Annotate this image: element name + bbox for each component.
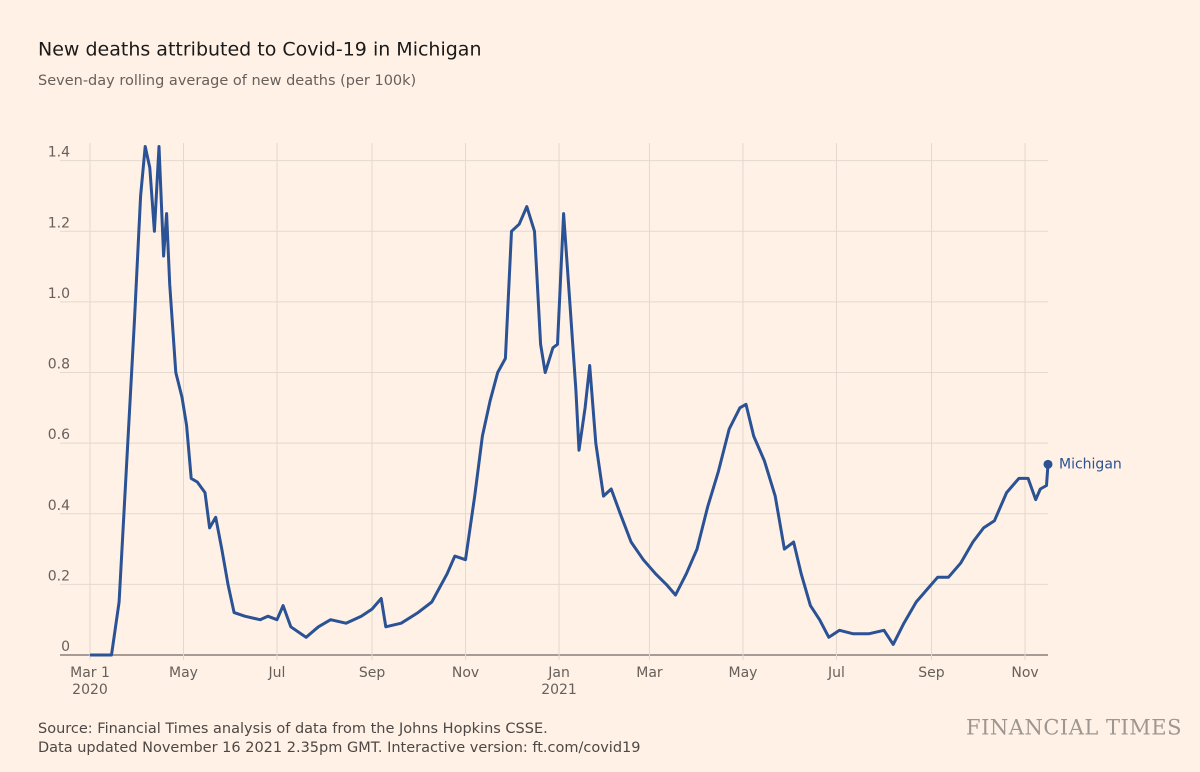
x-tick-label: May — [728, 665, 757, 681]
y-tick-label: 0.8 — [48, 357, 70, 373]
x-tick-label: Sep — [359, 665, 386, 681]
x-tick-label: Jan — [547, 665, 570, 681]
y-tick-label: 0.2 — [48, 568, 70, 584]
x-year-label: 2020 — [72, 682, 108, 698]
x-tick-label: Jul — [268, 665, 286, 681]
y-tick-label: 1.2 — [48, 215, 70, 231]
y-tick-label: 0.4 — [48, 498, 70, 514]
x-tick-label: Jul — [827, 665, 845, 681]
series-label: Michigan — [1059, 456, 1122, 472]
chart-subtitle: Seven-day rolling average of new deaths … — [38, 73, 416, 89]
y-tick-label: 0.6 — [48, 427, 70, 443]
logo: FINANCIAL TIMES — [966, 716, 1182, 740]
x-tick-label: Nov — [1011, 665, 1038, 681]
end-point — [1043, 459, 1053, 469]
x-tick-label: May — [169, 665, 198, 681]
source-note: Source: Financial Times analysis of data… — [38, 721, 548, 737]
x-tick-label: Nov — [452, 665, 479, 681]
update-note: Data updated November 16 2021 2.35pm GMT… — [38, 740, 641, 756]
chart-title: New deaths attributed to Covid-19 in Mic… — [38, 39, 482, 61]
y-tick-label: 1.0 — [48, 286, 70, 302]
y-tick-label: 1.4 — [48, 145, 70, 161]
x-year-label: 2021 — [541, 682, 577, 698]
y-tick-label: 0 — [61, 639, 70, 655]
x-tick-label: Sep — [918, 665, 945, 681]
data-line — [90, 145, 1050, 657]
x-tick-label: Mar 1 — [70, 665, 110, 681]
x-tick-label: Mar — [636, 665, 663, 681]
